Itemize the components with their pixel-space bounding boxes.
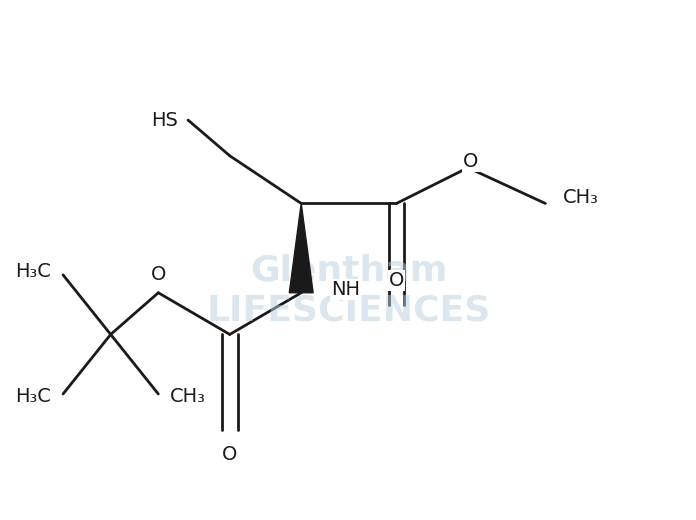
- Text: Glentham
LIFESCIENCES: Glentham LIFESCIENCES: [207, 254, 491, 327]
- Text: O: O: [150, 265, 166, 284]
- Text: NH: NH: [331, 280, 360, 300]
- Text: CH₃: CH₃: [563, 188, 599, 207]
- Text: H₃C: H₃C: [15, 387, 51, 407]
- Text: HS: HS: [151, 111, 177, 129]
- Text: O: O: [464, 152, 479, 171]
- Text: O: O: [222, 445, 237, 464]
- Text: CH₃: CH₃: [171, 387, 206, 407]
- Text: H₃C: H₃C: [15, 263, 51, 281]
- Text: O: O: [389, 271, 404, 290]
- Polygon shape: [290, 203, 313, 293]
